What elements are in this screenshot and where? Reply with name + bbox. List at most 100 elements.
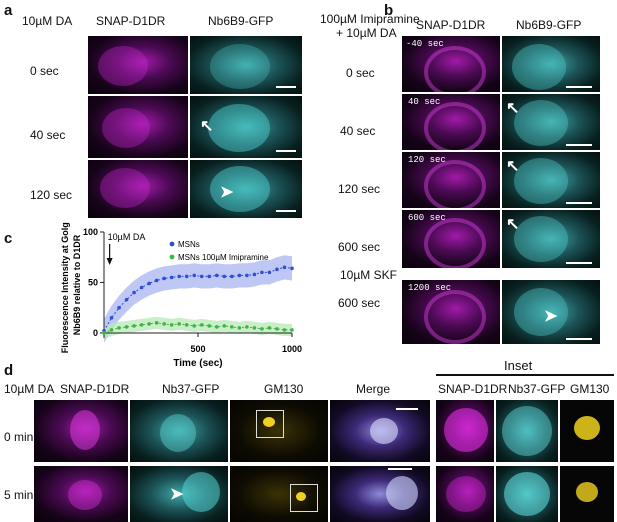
data-point [199,323,204,327]
scale-bar [566,262,592,264]
data-point [147,281,151,286]
timestamp: 600 sec [408,213,446,223]
panel-b-image-nb-3: ↖ [502,210,600,268]
legend-entry: MSNs [178,240,200,249]
data-point [169,275,174,280]
inset-image-snap-1 [436,466,494,522]
panel-d-image-merge-0 [330,400,430,462]
inset-col: SNAP-D1DR [438,382,508,396]
data-point [124,297,129,302]
panel-a-treatment: 10µM DA [22,14,73,28]
data-point [207,324,212,328]
data-point [139,285,144,290]
y-axis-label: Nb6B9 relative to D1DR [72,234,82,335]
panel-b-row-label: 40 sec [340,124,376,138]
data-point [237,326,242,330]
data-point [215,325,219,329]
data-point [290,266,294,271]
data-point [147,322,151,326]
x-tick-label: 500 [190,344,205,354]
arrow-icon: ↖ [200,118,214,135]
inset-image-gm-1 [560,466,614,522]
inset-image-nb-1 [496,466,558,522]
panel-a-image-snap-0 [88,36,188,94]
panel-d-label: d [4,362,14,379]
panel-d-image-snap-1 [34,466,128,522]
data-point [184,323,189,327]
arrow-icon: ↖ [506,216,520,233]
data-point [184,274,189,279]
panel-d-row-label: 0 min [4,430,34,444]
data-point [230,325,234,329]
panel-b-label: b [384,2,394,19]
timestamp: 120 sec [408,155,446,165]
data-point [162,322,166,326]
inset-col: Nb37-GFP [508,382,566,396]
data-point [245,273,249,278]
scale-bar [396,408,418,410]
annotation-label: 10µM DA [108,232,146,242]
panel-d-image-snap-0 [34,400,128,462]
data-point [117,305,121,310]
data-point [169,323,174,327]
data-point [222,274,227,279]
panel-b-row-label: 600 sec [338,240,381,254]
data-point [154,321,159,325]
data-point [177,322,181,326]
panel-b-row-label: 600 sec [338,296,381,310]
data-point [275,267,279,272]
series-line-0 [103,266,293,332]
scale-bar [276,86,296,88]
panel-d-col: GM130 [264,382,304,396]
data-point [102,331,106,335]
data-point [230,274,234,279]
data-point [252,272,257,277]
data-point [154,278,159,283]
panel-d-col: SNAP-D1DR [60,382,130,396]
panel-c-chart: 0 50 100 500 1000 Time (sec) Fluorescence Inte… [60,222,302,369]
data-point [260,270,264,275]
data-point [282,265,287,270]
scale-bar [566,338,592,340]
annotation-arrow-head [106,258,113,265]
arrowhead-icon: ➤ [170,486,184,503]
timestamp: 1200 sec [408,283,452,293]
data-point [162,276,166,281]
arrowhead-icon: ➤ [220,184,234,201]
timestamp: 40 sec [408,97,441,107]
y-tick-label: 100 [83,227,98,237]
scale-bar [566,86,592,88]
legend-marker [169,254,175,260]
panel-d-col: Merge [356,382,391,396]
panel-b-row-label: 120 sec [338,182,381,196]
arrow-icon: ↖ [506,158,520,175]
x-axis-label: Time (sec) [173,358,222,369]
panel-a-image-nb-1: ↖ [190,96,302,158]
data-point [252,326,257,330]
timestamp: -40 sec [406,39,444,49]
panel-d-image-gm-1 [230,466,328,522]
data-point [260,327,264,331]
panel-a-row-label: 40 sec [30,128,66,142]
inset-image-nb-0 [496,400,558,462]
x-tick-label: 1000 [282,344,302,354]
data-point [282,328,287,332]
panel-a-image-nb-2: ➤ [190,160,302,218]
data-point [117,326,121,330]
series-band-0 [104,255,292,344]
arrow-icon: ↖ [506,100,520,117]
inset-title: Inset [504,358,533,373]
panel-d-row-label: 5 min [4,488,34,502]
panel-d-col: Nb37-GFP [162,382,220,396]
data-point [192,324,197,328]
scale-bar [566,202,592,204]
scale-bar [388,468,412,470]
panel-a-row-label: 120 sec [30,188,73,202]
panel-b-image-snap-1: 40 sec [402,94,500,150]
panel-d-treatment: 10µM DA [4,382,55,396]
scale-bar [276,150,296,152]
data-point [199,274,204,279]
data-point [267,270,272,275]
panel-a-col-nb: Nb6B9-GFP [208,14,274,28]
series-band-1 [104,316,292,340]
